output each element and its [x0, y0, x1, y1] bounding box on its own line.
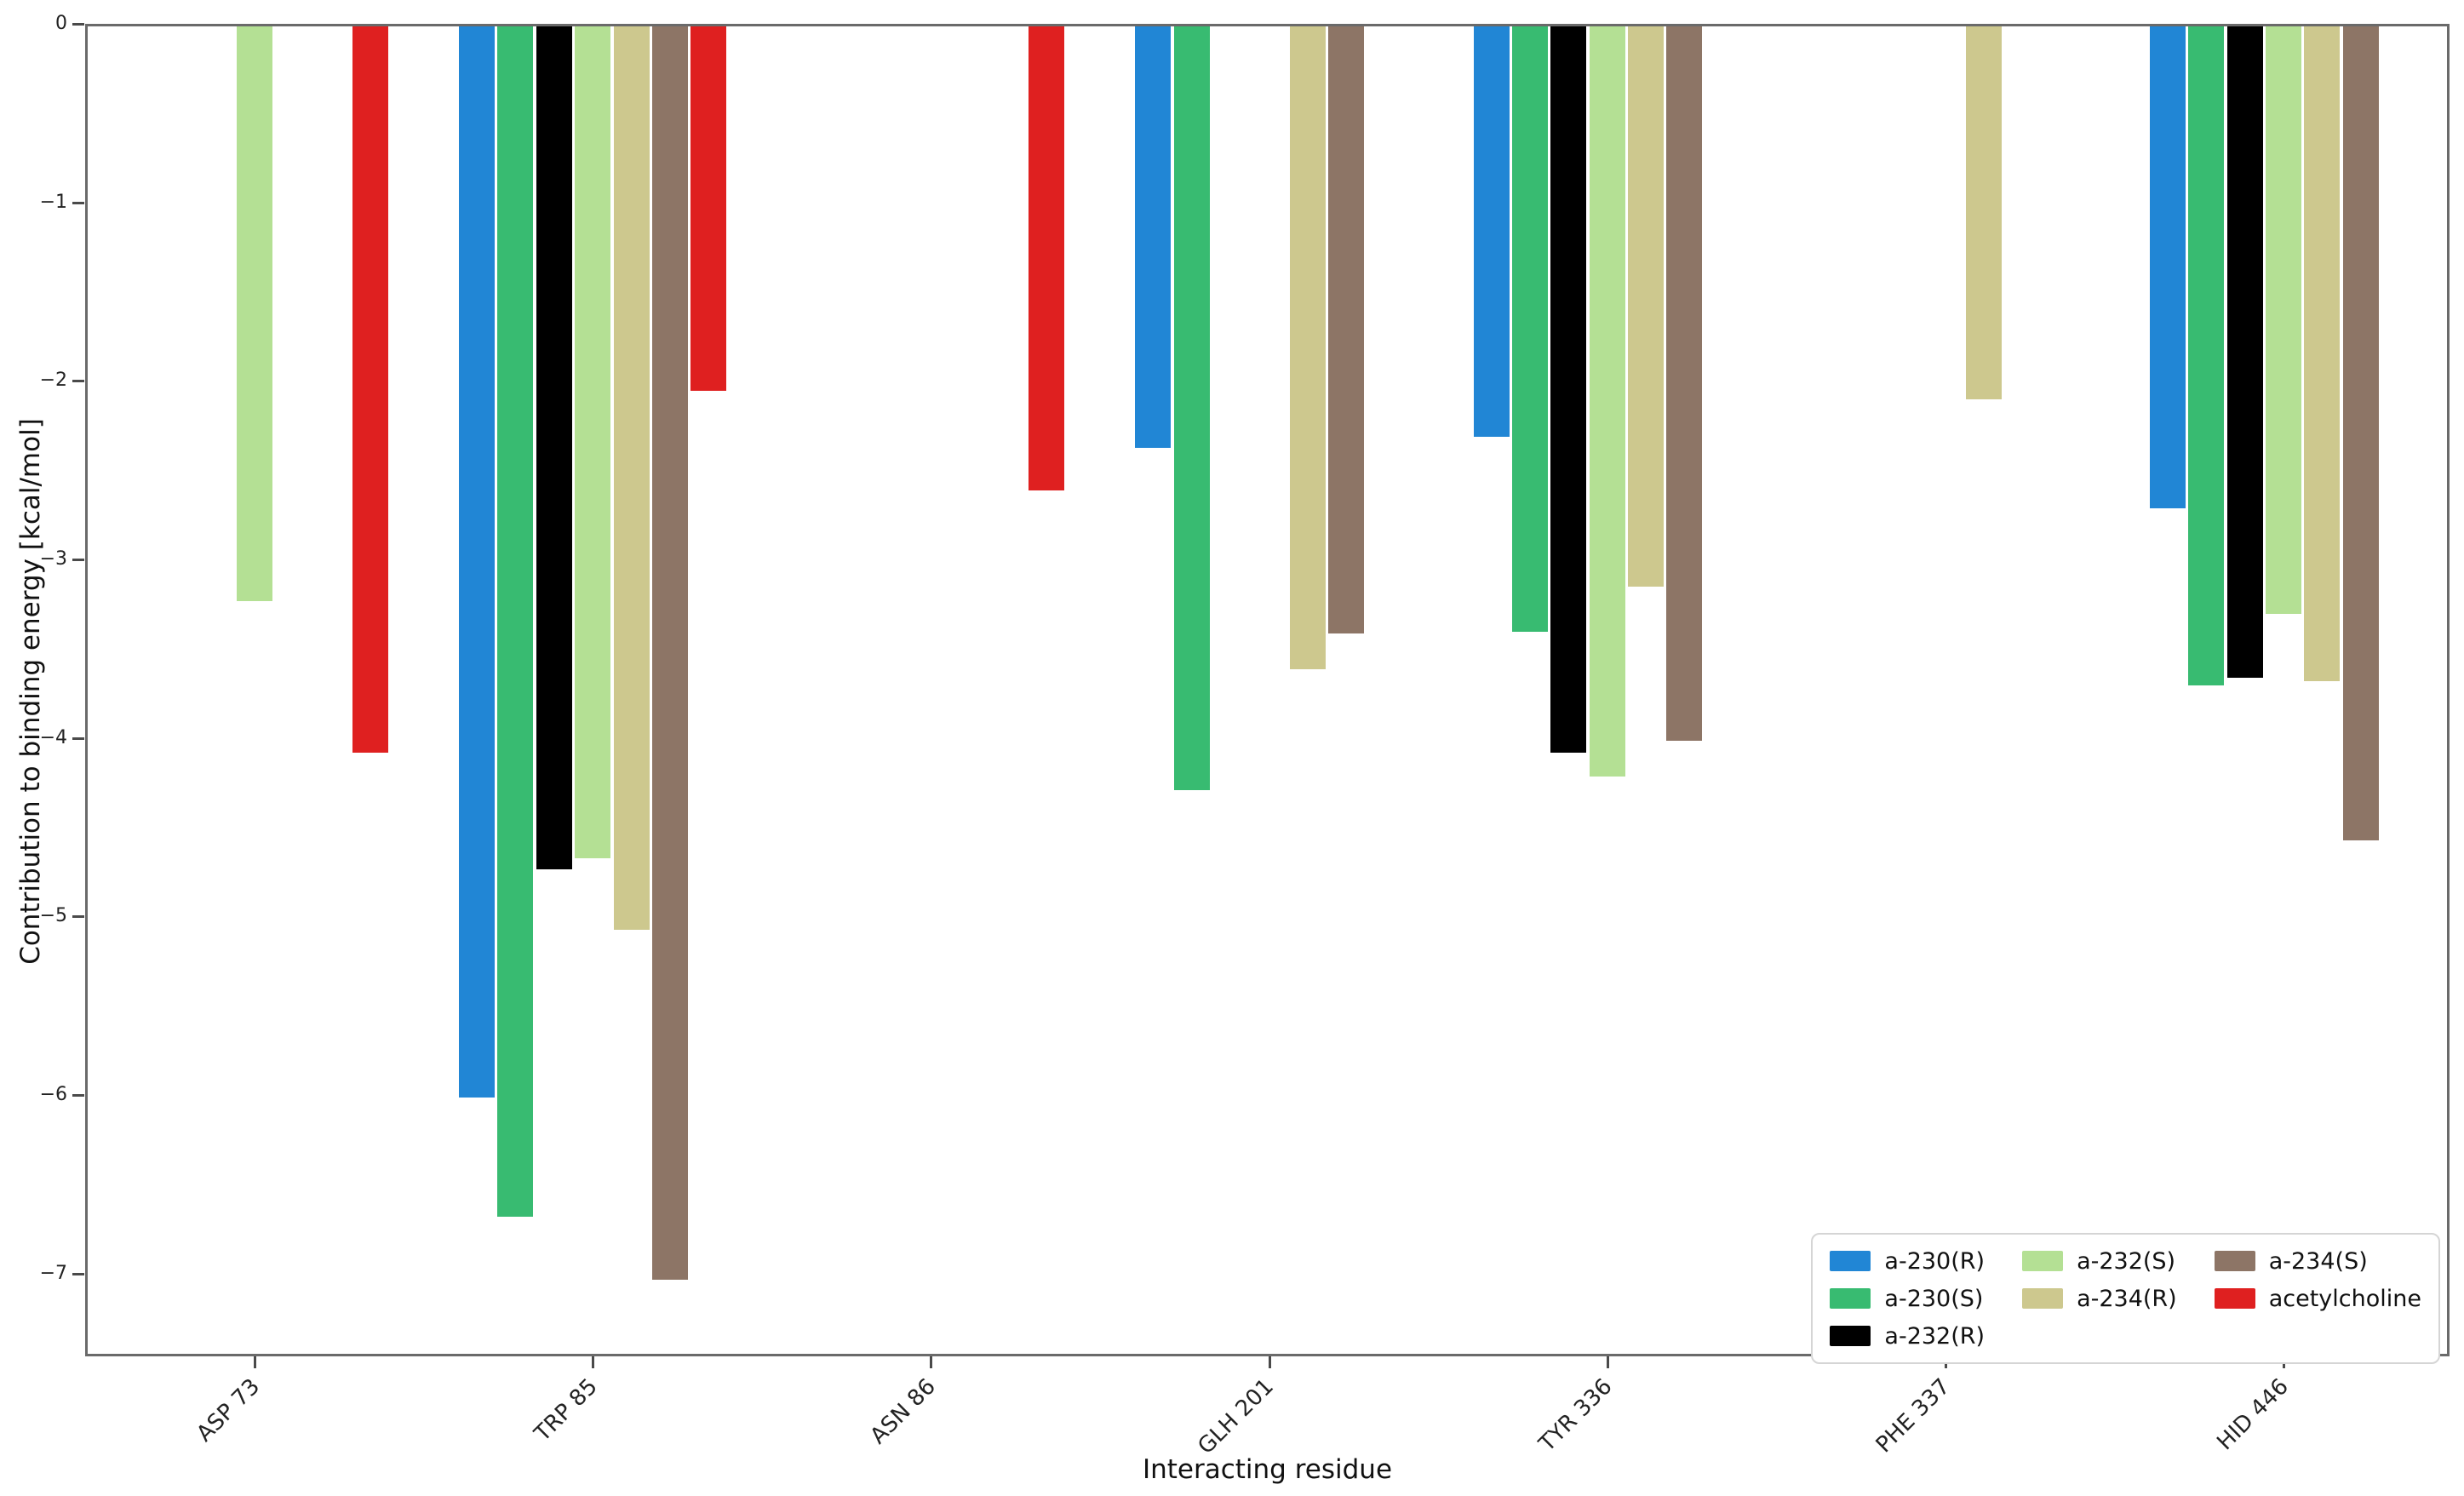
- bar: [2304, 26, 2341, 682]
- legend-item: a-234(S): [2214, 1247, 2421, 1275]
- y-tick-mark: [72, 1272, 84, 1275]
- y-tick-label: −7: [39, 1262, 67, 1284]
- bar: [1966, 26, 2003, 400]
- legend-swatch: [2214, 1288, 2255, 1309]
- bar: [1511, 26, 1548, 632]
- bar: [536, 26, 572, 869]
- legend-label: a-230(R): [1884, 1247, 1986, 1275]
- x-tick-label: TRP 85: [530, 1373, 603, 1447]
- legend-item: a-232(S): [2022, 1247, 2177, 1275]
- x-tick-label: ASN 86: [865, 1373, 942, 1450]
- bar: [1173, 26, 1210, 791]
- y-tick-mark: [72, 380, 84, 383]
- y-tick-mark: [72, 23, 84, 26]
- legend-swatch: [2214, 1251, 2255, 1271]
- legend-swatch: [1830, 1251, 1871, 1271]
- bar: [1135, 26, 1172, 448]
- bar: [613, 26, 650, 930]
- legend-column: a-232(S) a-234(R): [2022, 1247, 2177, 1350]
- bar: [2266, 26, 2302, 614]
- y-tick-label: −5: [39, 905, 67, 927]
- bar: [2188, 26, 2225, 685]
- y-tick-label: 0: [55, 13, 67, 34]
- bar: [2342, 26, 2379, 841]
- legend-swatch: [2022, 1288, 2064, 1309]
- x-tick-label: ASP 73: [192, 1373, 265, 1447]
- legend-column: a-230(R) a-230(S) a-232(R): [1830, 1247, 1985, 1350]
- legend-swatch: [2022, 1251, 2064, 1271]
- x-tick-label: PHE 337: [1871, 1373, 1956, 1459]
- bar: [2149, 26, 2186, 509]
- legend-item: acetylcholine: [2214, 1284, 2421, 1313]
- x-tick-label: HID 446: [2212, 1373, 2294, 1456]
- legend-label: a-234(R): [2077, 1285, 2177, 1312]
- bar: [1473, 26, 1510, 438]
- x-tick-mark: [930, 1356, 933, 1368]
- bar: [1666, 26, 1703, 741]
- legend-item: a-230(R): [1830, 1247, 1985, 1275]
- y-tick-label: −4: [39, 726, 67, 748]
- bar: [1328, 26, 1365, 633]
- x-tick-mark: [1268, 1356, 1271, 1368]
- y-tick-label: −3: [39, 547, 67, 570]
- legend-item: a-230(S): [1830, 1284, 1985, 1313]
- y-tick-label: −2: [39, 370, 67, 392]
- y-tick-mark: [72, 915, 84, 919]
- y-tick-mark: [72, 558, 84, 561]
- legend-label: acetylcholine: [2268, 1285, 2421, 1312]
- y-axis-label: Contribution to binding energy [kcal/mol…: [15, 418, 46, 965]
- x-tick-label: TYR 336: [1534, 1373, 1618, 1457]
- bar: [1289, 26, 1326, 669]
- x-tick-mark: [592, 1356, 595, 1368]
- legend-item: a-232(R): [1830, 1321, 1985, 1350]
- bar: [237, 26, 272, 602]
- bar: [1628, 26, 1665, 588]
- x-tick-mark: [254, 1356, 256, 1368]
- bar: [651, 26, 688, 1280]
- y-tick-mark: [72, 1093, 84, 1097]
- bar: [459, 26, 496, 1098]
- x-axis-label: Interacting residue: [1142, 1454, 1393, 1485]
- bar: [1589, 26, 1625, 777]
- legend-column: a-234(S) acetylcholine: [2214, 1247, 2421, 1350]
- bar: [352, 26, 389, 754]
- bar: [1029, 26, 1065, 491]
- bar: [2226, 26, 2263, 679]
- y-tick-mark: [72, 201, 84, 204]
- bar: [575, 26, 611, 859]
- legend-label: a-232(S): [2077, 1247, 2176, 1275]
- bar: [690, 26, 727, 391]
- legend-label: a-230(S): [1884, 1285, 1984, 1312]
- legend-label: a-232(R): [1884, 1322, 1986, 1350]
- legend-swatch: [1830, 1288, 1871, 1309]
- legend-item: a-234(R): [2022, 1284, 2177, 1313]
- y-tick-label: −1: [39, 191, 67, 213]
- x-tick-label: GLH 201: [1193, 1373, 1280, 1460]
- bar: [497, 26, 534, 1218]
- y-tick-mark: [72, 737, 84, 740]
- bar: [1550, 26, 1587, 754]
- y-tick-label: −6: [39, 1083, 67, 1105]
- legend-label: a-234(S): [2268, 1247, 2368, 1275]
- x-tick-mark: [1606, 1356, 1609, 1368]
- legend-swatch: [1830, 1326, 1871, 1346]
- legend: a-230(R) a-230(S) a-232(R) a-232(S) a-234(R)…: [1811, 1233, 2440, 1364]
- plot-area: [85, 24, 2450, 1356]
